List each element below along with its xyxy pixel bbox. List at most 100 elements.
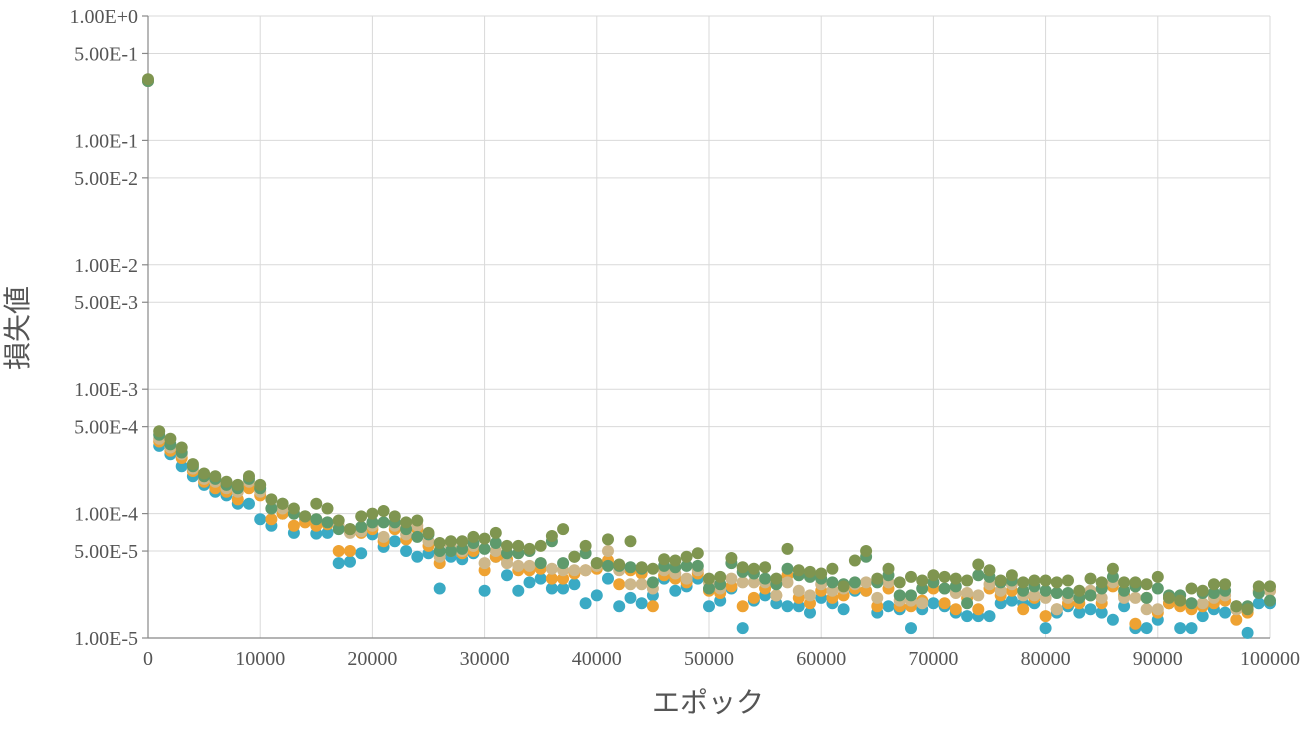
data-point xyxy=(265,493,278,506)
data-point xyxy=(1095,576,1108,589)
data-point xyxy=(1039,584,1052,597)
data-point xyxy=(759,561,772,574)
data-point xyxy=(310,513,323,526)
data-point xyxy=(826,584,839,597)
data-point xyxy=(557,523,570,536)
data-point xyxy=(478,532,491,545)
data-point xyxy=(299,510,312,523)
data-point xyxy=(1118,584,1131,597)
data-point xyxy=(635,597,648,610)
x-tick-label: 80000 xyxy=(1021,648,1071,670)
data-point xyxy=(545,582,558,595)
data-point xyxy=(444,535,457,548)
data-point xyxy=(1241,626,1254,639)
data-point xyxy=(1129,576,1142,589)
data-point xyxy=(1050,603,1063,616)
data-point xyxy=(1073,606,1086,619)
data-point xyxy=(579,564,592,577)
x-tick-label: 60000 xyxy=(796,648,846,670)
data-point xyxy=(1039,610,1052,623)
data-point xyxy=(613,578,626,591)
data-point xyxy=(444,545,457,557)
data-point xyxy=(1140,578,1153,591)
data-point xyxy=(602,572,614,585)
data-point xyxy=(332,514,345,527)
data-point xyxy=(624,578,637,591)
data-point xyxy=(411,514,424,527)
y-tick-label: 5.00E-3 xyxy=(74,292,138,314)
y-tick-label: 1.00E-3 xyxy=(74,379,138,401)
data-point xyxy=(243,470,255,483)
x-tick-label: 20000 xyxy=(347,648,397,670)
x-axis-title: エポック xyxy=(652,686,764,719)
data-point xyxy=(736,561,749,574)
data-point xyxy=(321,526,334,539)
x-tick-label: 90000 xyxy=(1133,648,1183,670)
data-point xyxy=(658,553,671,566)
data-point xyxy=(321,516,334,529)
data-point xyxy=(961,587,974,599)
data-point xyxy=(680,559,693,572)
data-point xyxy=(1264,580,1276,593)
data-point xyxy=(1140,603,1153,616)
data-point xyxy=(186,458,199,471)
data-point xyxy=(568,564,581,577)
data-point xyxy=(1241,603,1254,616)
data-point xyxy=(1140,622,1153,635)
data-point xyxy=(747,591,760,604)
data-point xyxy=(243,497,255,510)
data-point xyxy=(624,535,637,548)
data-point xyxy=(602,533,614,546)
data-point xyxy=(848,576,861,589)
data-point xyxy=(1062,574,1074,587)
data-point xyxy=(725,572,738,585)
data-point xyxy=(691,559,704,572)
axes xyxy=(142,15,1270,639)
y-tick-label: 1.00E-1 xyxy=(74,130,138,152)
data-point xyxy=(1084,603,1097,616)
data-point xyxy=(287,519,300,532)
data-point xyxy=(590,589,603,602)
x-tick-label: 100000 xyxy=(1240,648,1300,670)
data-point xyxy=(276,497,289,510)
data-point xyxy=(478,542,491,555)
data-point xyxy=(804,565,816,578)
data-point xyxy=(1129,591,1142,604)
data-point xyxy=(602,559,614,572)
data-point xyxy=(882,562,895,575)
data-point xyxy=(557,557,570,570)
data-point xyxy=(209,470,222,483)
data-point xyxy=(1106,562,1119,575)
data-point xyxy=(557,572,570,585)
data-point xyxy=(927,569,940,582)
data-point xyxy=(332,545,345,557)
data-point xyxy=(646,600,659,613)
data-point xyxy=(355,521,368,533)
data-point xyxy=(489,537,502,549)
data-point xyxy=(1095,606,1108,619)
data-point xyxy=(400,516,413,529)
data-point xyxy=(545,562,558,575)
data-point xyxy=(590,557,603,570)
data-point xyxy=(905,589,917,602)
data-point xyxy=(377,530,390,543)
data-point xyxy=(871,572,884,585)
data-point xyxy=(388,510,401,523)
x-tick-label: 10000 xyxy=(235,648,285,670)
data-point xyxy=(400,545,413,557)
data-point xyxy=(1185,582,1198,595)
data-point xyxy=(366,516,379,529)
data-point xyxy=(781,576,794,589)
data-point xyxy=(501,557,513,570)
data-point xyxy=(770,572,783,585)
y-axis-title: 損失値 xyxy=(1,286,34,370)
tick-labels: 0 10000 20000 30000 40000 50000 60000 70000 8000… xyxy=(70,6,1301,670)
data-point xyxy=(1084,589,1097,602)
data-point xyxy=(321,502,334,515)
data-point xyxy=(725,552,738,564)
data-point xyxy=(568,578,581,591)
data-point xyxy=(1196,610,1209,623)
data-point xyxy=(972,603,985,616)
data-point xyxy=(467,530,480,543)
data-point xyxy=(579,597,592,610)
